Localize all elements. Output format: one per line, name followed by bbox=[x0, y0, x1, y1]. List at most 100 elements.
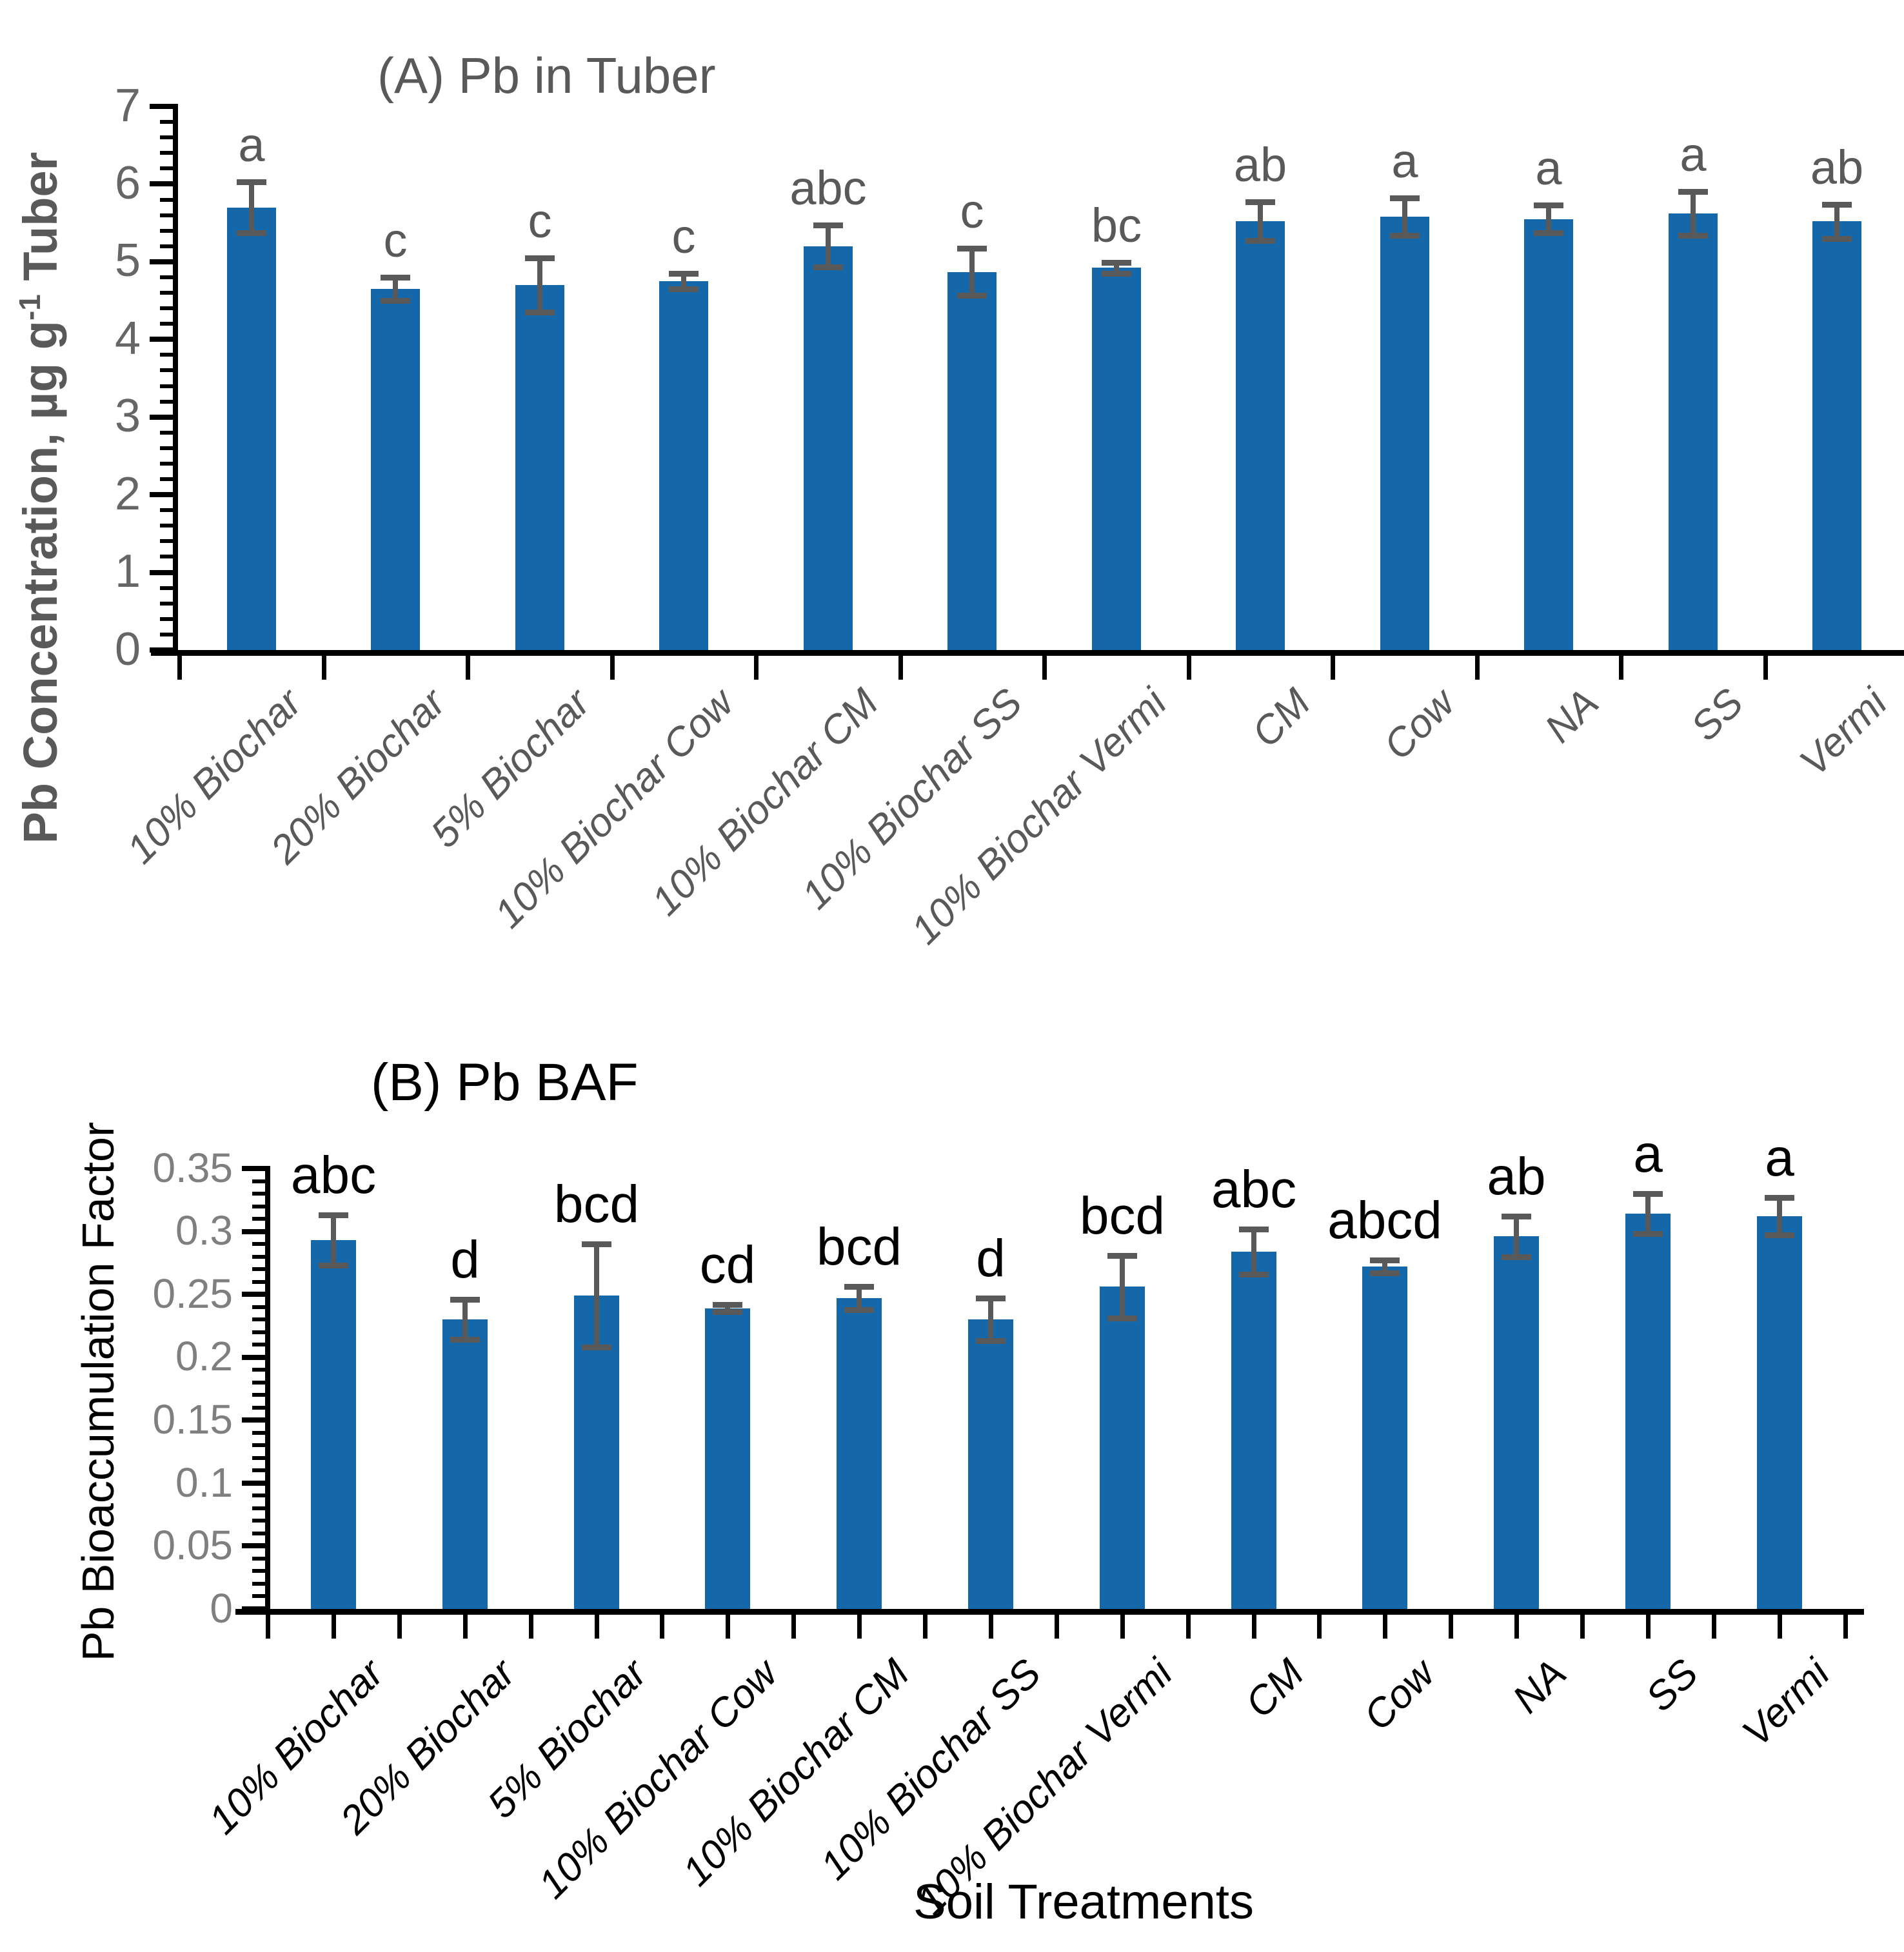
x-category-label: 10% Biochar Vermi bbox=[902, 680, 1175, 953]
error-bar-top-cap bbox=[1502, 1214, 1531, 1219]
significance-letter: cd bbox=[699, 1236, 756, 1294]
y-tick-label: 7 bbox=[114, 80, 141, 132]
x-category-label: Cow bbox=[1375, 680, 1463, 769]
error-bar-bottom-cap bbox=[669, 286, 699, 292]
significance-letter: c bbox=[383, 213, 408, 267]
y-minor-tick bbox=[160, 617, 175, 621]
y-minor-tick bbox=[160, 322, 175, 326]
error-bar-top-cap bbox=[1102, 260, 1131, 266]
x-tick bbox=[1252, 1614, 1256, 1639]
bar bbox=[1362, 1267, 1407, 1609]
y-major-tick bbox=[242, 1481, 268, 1486]
y-major-tick bbox=[242, 1292, 268, 1297]
x-category-label: 10% Biochar CM bbox=[674, 1651, 918, 1895]
x-tick bbox=[923, 1614, 927, 1639]
error-bar-line bbox=[857, 1287, 862, 1309]
y-minor-tick bbox=[160, 275, 175, 279]
x-tick bbox=[1449, 1614, 1453, 1639]
error-bar-line bbox=[969, 248, 975, 295]
error-bar-line bbox=[1546, 205, 1551, 233]
y-major-tick bbox=[150, 337, 175, 342]
x-tick bbox=[857, 1614, 862, 1639]
y-minor-tick bbox=[252, 1330, 268, 1334]
y-minor-tick bbox=[160, 633, 175, 636]
error-bar-bottom-cap bbox=[525, 310, 555, 315]
x-tick bbox=[1120, 1614, 1125, 1639]
error-bar-top-cap bbox=[1107, 1253, 1137, 1259]
significance-letter: ab bbox=[1233, 138, 1287, 192]
y-major-tick bbox=[150, 104, 175, 109]
error-bar-top-cap bbox=[813, 222, 843, 228]
x-tick bbox=[1042, 655, 1047, 680]
bar bbox=[1380, 217, 1429, 650]
bar bbox=[1669, 213, 1718, 650]
y-minor-tick bbox=[252, 1532, 268, 1535]
y-tick-label: 0.1 bbox=[175, 1459, 233, 1506]
x-tick bbox=[322, 655, 326, 680]
y-major-tick bbox=[150, 415, 175, 420]
error-bar-line bbox=[249, 182, 254, 233]
y-minor-tick bbox=[252, 1393, 268, 1397]
error-bar-line bbox=[462, 1299, 468, 1339]
error-bar-line bbox=[1691, 192, 1696, 235]
x-tick bbox=[266, 1614, 270, 1639]
y-minor-tick bbox=[160, 368, 175, 372]
error-bar-top-cap bbox=[381, 275, 410, 281]
y-minor-tick bbox=[252, 1443, 268, 1447]
y-major-tick bbox=[242, 1543, 268, 1548]
x-tick bbox=[1843, 1614, 1848, 1639]
error-bar-top-cap bbox=[1822, 202, 1852, 208]
significance-letter: a bbox=[1633, 1125, 1663, 1183]
y-minor-tick bbox=[252, 1267, 268, 1271]
x-tick bbox=[726, 1614, 730, 1639]
y-minor-tick bbox=[252, 1368, 268, 1372]
error-bar-top-cap bbox=[976, 1296, 1006, 1301]
error-bar-bottom-cap bbox=[1822, 236, 1852, 242]
error-bar-line bbox=[537, 258, 542, 312]
error-bar-line bbox=[1834, 204, 1840, 239]
error-bar-bottom-cap bbox=[813, 264, 843, 270]
y-minor-tick bbox=[252, 1494, 268, 1497]
y-tick-label: 0.35 bbox=[152, 1145, 233, 1191]
x-tick bbox=[332, 1614, 336, 1639]
error-bar-top-cap bbox=[844, 1284, 874, 1290]
error-bar-bottom-cap bbox=[1633, 1231, 1663, 1237]
y-minor-tick bbox=[160, 229, 175, 233]
error-bar-bottom-cap bbox=[381, 298, 410, 304]
error-bar-line bbox=[1382, 1260, 1387, 1273]
error-bar-bottom-cap bbox=[1102, 271, 1131, 277]
significance-letter: a bbox=[1391, 134, 1418, 188]
x-category-label: Vermi bbox=[1734, 1651, 1838, 1755]
bar bbox=[371, 289, 420, 650]
y-minor-tick bbox=[160, 244, 175, 248]
error-bar-top-cap bbox=[1633, 1191, 1663, 1197]
x-tick bbox=[1619, 655, 1623, 680]
x-category-label: SS bbox=[1637, 1651, 1707, 1720]
y-tick-label: 0.05 bbox=[152, 1522, 233, 1568]
x-tick bbox=[529, 1614, 533, 1639]
y-major-tick bbox=[242, 1166, 268, 1171]
bar bbox=[804, 246, 853, 650]
significance-letter: bc bbox=[1091, 199, 1142, 252]
x-category-label: NA bbox=[1536, 680, 1607, 751]
chart-b-title: (B) Pb BAF bbox=[371, 1053, 639, 1112]
y-major-tick bbox=[242, 1417, 268, 1423]
error-bar-top-cap bbox=[525, 255, 555, 261]
x-category-label: CM bbox=[1236, 1651, 1313, 1727]
x-tick bbox=[1187, 655, 1191, 680]
y-minor-tick bbox=[160, 586, 175, 590]
y-minor-tick bbox=[252, 1280, 268, 1284]
y-tick-label: 4 bbox=[114, 313, 141, 364]
bar bbox=[705, 1308, 750, 1609]
error-bar-bottom-cap bbox=[1765, 1232, 1794, 1238]
x-tick bbox=[1186, 1614, 1191, 1639]
error-bar-line bbox=[1114, 262, 1119, 273]
y-minor-tick bbox=[252, 1594, 268, 1598]
significance-letter: c bbox=[960, 184, 984, 238]
significance-letter: a bbox=[1535, 141, 1562, 195]
y-tick-label: 1 bbox=[114, 546, 141, 597]
error-bar-line bbox=[1514, 1216, 1519, 1256]
y-axis-line bbox=[173, 104, 178, 653]
y-minor-tick bbox=[252, 1255, 268, 1259]
error-bar-bottom-cap bbox=[1245, 238, 1275, 244]
